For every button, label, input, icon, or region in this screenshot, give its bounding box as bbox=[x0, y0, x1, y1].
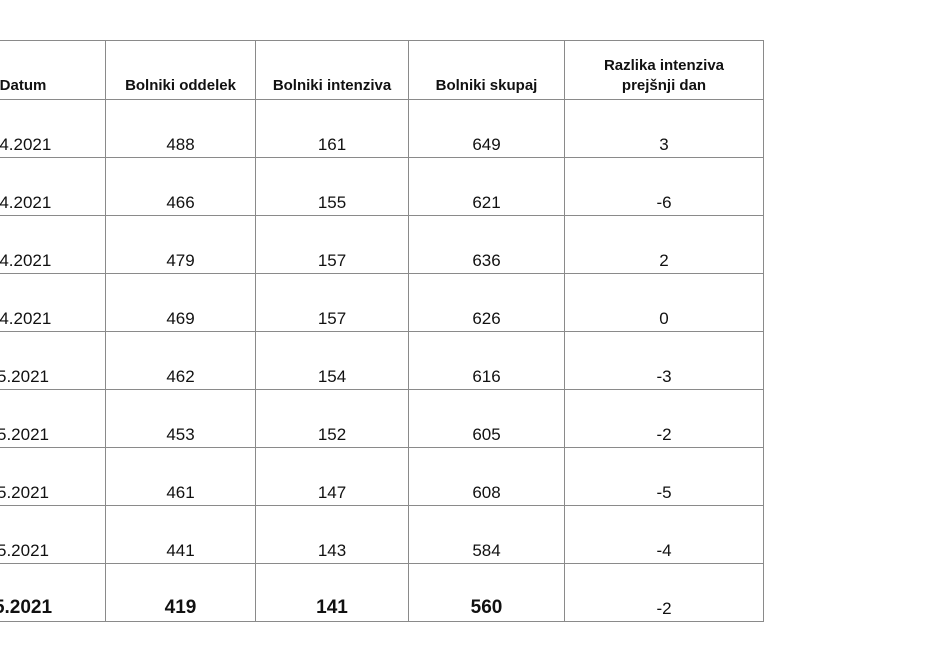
cell-icu: 147 bbox=[255, 447, 409, 506]
cell-diff: -2 bbox=[564, 389, 764, 448]
cell-ward: 461 bbox=[105, 447, 256, 506]
table-row: 5.2021 461 147 608 -5 bbox=[0, 447, 764, 506]
header-icu: Bolniki intenziva bbox=[255, 40, 409, 100]
cell-total: 608 bbox=[408, 447, 565, 506]
cell-total: 605 bbox=[408, 389, 565, 448]
cell-date: .4.2021 bbox=[0, 157, 106, 216]
cell-diff: -3 bbox=[564, 331, 764, 390]
header-diff-line2: prejšnji dan bbox=[621, 77, 707, 94]
cell-date: 5.2021 bbox=[0, 331, 106, 390]
cell-date: 5.2021 bbox=[0, 389, 106, 448]
cell-icu: 154 bbox=[255, 331, 409, 390]
header-diff: Razlika intenziva prejšnji dan bbox=[564, 40, 764, 100]
table-row: .4.2021 469 157 626 0 bbox=[0, 273, 764, 332]
cell-icu: 157 bbox=[255, 273, 409, 332]
cell-diff: -2 bbox=[564, 563, 764, 622]
cell-ward: 419 bbox=[105, 563, 256, 622]
cell-total: 560 bbox=[408, 563, 565, 622]
table-row: 5.2021 462 154 616 -3 bbox=[0, 331, 764, 390]
cell-date: .4.2021 bbox=[0, 99, 106, 158]
hospitalization-table: Datum Bolniki oddelek Bolniki intenziva … bbox=[0, 40, 764, 622]
table-row: 5.2021 441 143 584 -4 bbox=[0, 505, 764, 564]
cell-date: 5.2021 bbox=[0, 505, 106, 564]
table-row: 5.2021 453 152 605 -2 bbox=[0, 389, 764, 448]
cell-date: 5.2021 bbox=[0, 447, 106, 506]
cell-icu: 157 bbox=[255, 215, 409, 274]
table-row: .4.2021 466 155 621 -6 bbox=[0, 157, 764, 216]
cell-ward: 479 bbox=[105, 215, 256, 274]
cell-date: 5.2021 bbox=[0, 563, 106, 622]
cell-icu: 152 bbox=[255, 389, 409, 448]
cell-ward: 469 bbox=[105, 273, 256, 332]
cell-icu: 155 bbox=[255, 157, 409, 216]
cell-icu: 141 bbox=[255, 563, 409, 622]
cell-total: 616 bbox=[408, 331, 565, 390]
cell-date: .4.2021 bbox=[0, 273, 106, 332]
table-row: .4.2021 488 161 649 3 bbox=[0, 99, 764, 158]
cell-diff: -6 bbox=[564, 157, 764, 216]
cell-diff: -5 bbox=[564, 447, 764, 506]
cell-total: 636 bbox=[408, 215, 565, 274]
cell-ward: 466 bbox=[105, 157, 256, 216]
cell-date: .4.2021 bbox=[0, 215, 106, 274]
cell-ward: 462 bbox=[105, 331, 256, 390]
cell-diff: -4 bbox=[564, 505, 764, 564]
cell-icu: 161 bbox=[255, 99, 409, 158]
cell-total: 621 bbox=[408, 157, 565, 216]
header-diff-line1: Razlika intenziva bbox=[603, 57, 725, 74]
cell-total: 626 bbox=[408, 273, 565, 332]
cell-total: 649 bbox=[408, 99, 565, 158]
cell-ward: 453 bbox=[105, 389, 256, 448]
cell-diff: 2 bbox=[564, 215, 764, 274]
table-row-latest: 5.2021 419 141 560 -2 bbox=[0, 563, 764, 622]
cell-diff: 0 bbox=[564, 273, 764, 332]
cell-total: 584 bbox=[408, 505, 565, 564]
cell-ward: 441 bbox=[105, 505, 256, 564]
header-row: Datum Bolniki oddelek Bolniki intenziva … bbox=[0, 40, 764, 100]
header-ward: Bolniki oddelek bbox=[105, 40, 256, 100]
header-date: Datum bbox=[0, 40, 106, 100]
cell-diff: 3 bbox=[564, 99, 764, 158]
cell-ward: 488 bbox=[105, 99, 256, 158]
header-total: Bolniki skupaj bbox=[408, 40, 565, 100]
cell-icu: 143 bbox=[255, 505, 409, 564]
table-row: .4.2021 479 157 636 2 bbox=[0, 215, 764, 274]
